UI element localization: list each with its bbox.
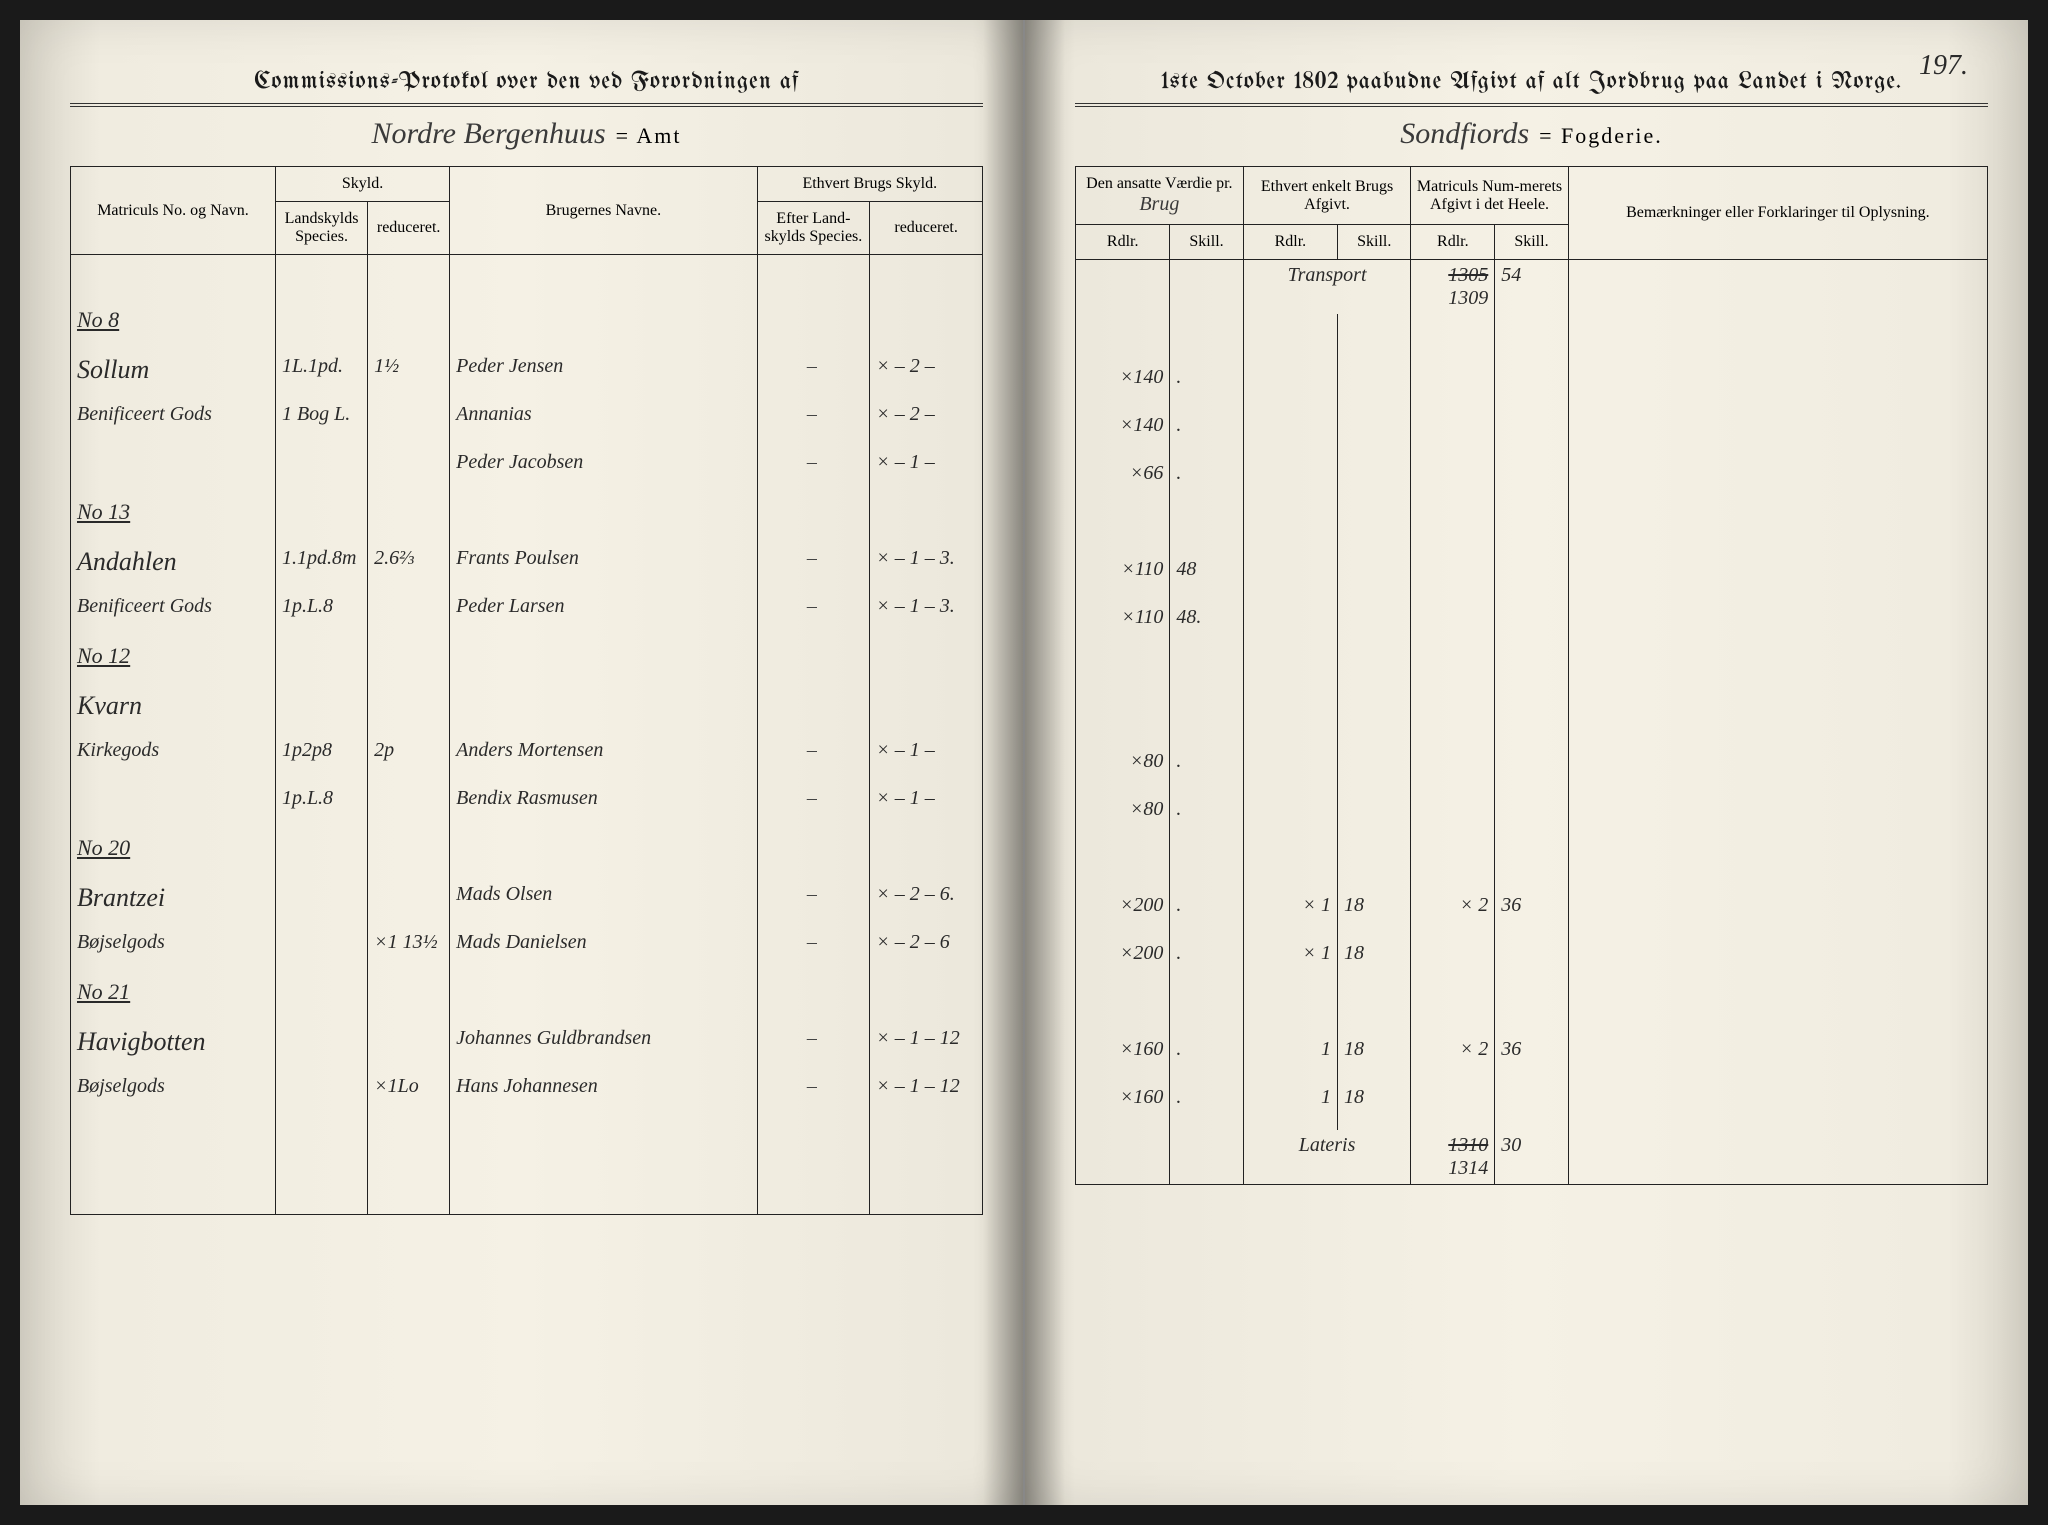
e2: × – 2 – — [870, 351, 983, 399]
right-title: 1ste October 1802 paabudne Afgivt af alt… — [1075, 70, 1988, 95]
transport-val: 1309 — [1448, 287, 1488, 309]
hdr-vaerdie: Den ansatte Værdie pr. Brug — [1076, 167, 1244, 225]
fogderie-cursive: Sondfiords — [1400, 117, 1529, 151]
hdr-skill: Skill. — [1170, 225, 1243, 260]
sk2: 1½ — [368, 351, 450, 399]
hdr-rdlr: Rdlr. — [1243, 225, 1337, 260]
hdr-landskyld: Landskylds Species. — [275, 202, 367, 255]
spine-shadow — [1025, 20, 1065, 1505]
amt-suffix: = Amt — [616, 123, 682, 149]
hdr-reduceret2: reduceret. — [870, 202, 983, 255]
sk1: 1L.1pd. — [275, 351, 367, 399]
title-rule — [1075, 103, 1988, 107]
hdr-skyld: Skyld. — [275, 167, 449, 202]
spine-shadow — [983, 20, 1023, 1505]
amt-cursive: Nordre Bergenhuus — [372, 117, 606, 151]
left-title: Commissions-Protokol over den ved Forord… — [70, 70, 983, 95]
hdr-matricul-r: Matriculs Num-merets Afgivt i det Heele. — [1411, 167, 1568, 225]
hdr-brugernes: Brugernes Navne. — [450, 167, 757, 255]
lateris-val: 1314 — [1448, 1157, 1488, 1179]
lateris-label: Lateris — [1243, 1130, 1411, 1185]
entry-no: No 8 — [77, 307, 119, 332]
lateris-skill: 30 — [1495, 1130, 1568, 1185]
transport-struck: 1305 — [1448, 264, 1488, 286]
left-ledger-table: Matriculs No. og Navn. Skyld. Brugernes … — [70, 166, 983, 1215]
hdr-efterland: Efter Land-skylds Species. — [757, 202, 870, 255]
e1: – — [757, 351, 870, 399]
left-page: Commissions-Protokol over den ved Forord… — [20, 20, 1025, 1505]
right-ledger-table: Den ansatte Værdie pr. Brug Ethvert enke… — [1075, 166, 1988, 1185]
hdr-rdlr: Rdlr. — [1076, 225, 1170, 260]
hdr-brugs: Ethvert enkelt Brugs Afgivt. — [1243, 167, 1411, 225]
transport-label: Transport — [1243, 260, 1411, 315]
title-rule — [70, 103, 983, 107]
ledger-book: Commissions-Protokol over den ved Forord… — [20, 20, 2028, 1505]
fogderie-line: Sondfiords = Fogderie. — [1075, 117, 1988, 151]
hdr-skill: Skill. — [1495, 225, 1568, 260]
hdr-reduceret: reduceret. — [368, 202, 450, 255]
hdr-bem: Bemærkninger eller Forklaringer til Oply… — [1568, 167, 1987, 260]
entry-sub: Benificeert Gods — [71, 399, 276, 447]
entry-name: Sollum — [77, 355, 149, 384]
hdr-ethvert: Ethvert Brugs Skyld. — [757, 167, 982, 202]
hdr-skill: Skill. — [1338, 225, 1411, 260]
amt-line: Nordre Bergenhuus = Amt — [70, 117, 983, 151]
lateris-struck: 1310 — [1448, 1134, 1488, 1156]
page-number: 197. — [1919, 50, 1968, 82]
left-tbody: No 8 Sollum 1L.1pd. 1½ Peder Jensen – × … — [71, 255, 983, 1215]
right-page: 197. 1ste October 1802 paabudne Afgivt a… — [1025, 20, 2028, 1505]
right-tbody: Transport 1305 1309 54 ×140 . ×140 . — [1076, 260, 1988, 1185]
fogderie-suffix: = Fogderie. — [1539, 123, 1663, 149]
hdr-matricul: Matriculs No. og Navn. — [71, 167, 276, 255]
hdr-rdlr: Rdlr. — [1411, 225, 1495, 260]
user: Peder Jensen — [450, 351, 757, 399]
transport-skill: 54 — [1495, 260, 1568, 315]
